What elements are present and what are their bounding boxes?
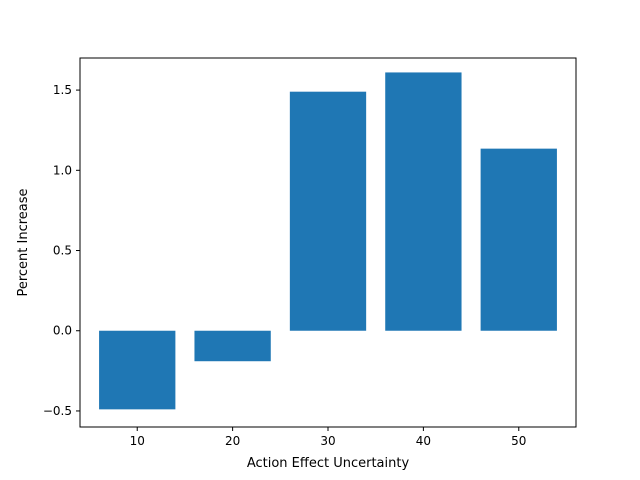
y-tick-label: 1.5	[53, 83, 72, 97]
x-tick-label: 30	[320, 434, 335, 448]
bar-50	[480, 148, 557, 331]
bar-40	[385, 72, 462, 331]
x-tick-label: 50	[511, 434, 526, 448]
bar-10	[99, 330, 176, 410]
y-tick-label: 0.0	[53, 324, 72, 338]
y-tick-label: 0.5	[53, 244, 72, 258]
bar-20	[194, 330, 271, 362]
x-tick-label: 40	[416, 434, 431, 448]
x-tick-label: 10	[130, 434, 145, 448]
x-axis-ticks: 10 20 30 40 50	[130, 427, 526, 448]
x-axis-label: Action Effect Uncertainty	[247, 456, 410, 471]
y-axis-label: Percent Increase	[16, 188, 31, 296]
y-tick-label: 1.0	[53, 163, 72, 177]
y-tick-label: −0.5	[43, 404, 72, 418]
bars-group	[99, 72, 557, 410]
plot-frame	[79, 57, 577, 428]
x-tick-label: 20	[225, 434, 240, 448]
y-axis-ticks: −0.5 0.0 0.5 1.0 1.5	[43, 83, 80, 418]
bar-30	[289, 91, 367, 331]
